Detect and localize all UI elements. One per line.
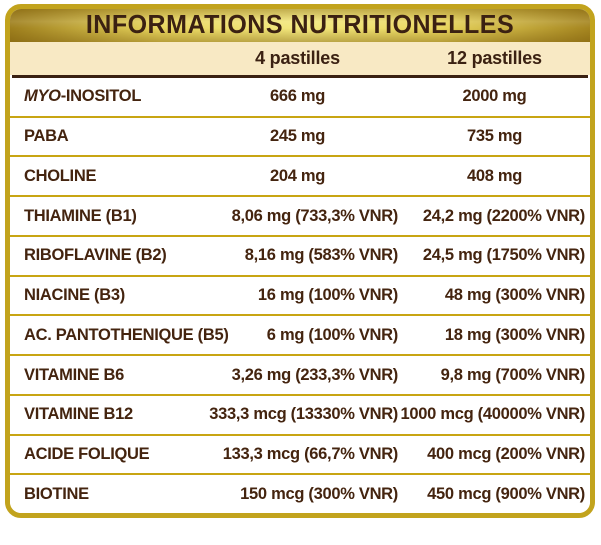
row-value-12-pastilles: 408 mg: [466, 166, 523, 185]
row-value-12-pastilles: 450 mcg (900% VNR): [427, 484, 585, 503]
table-row: NIACINE (B3) 16 mg (100% VNR) 48 mg (300% …: [10, 274, 590, 315]
table-row: VITAMINE B6 3,26 mg (233,3% VNR) 9,8 mg (7…: [10, 354, 590, 394]
column-header-row: 4 pastilles 12 pastilles: [10, 42, 590, 75]
row-value-12-pastilles: 48 mg (300% VNR): [444, 286, 585, 305]
row-value-12-pastilles: 9,8 mg (700% VNR): [440, 365, 586, 384]
panel-title: INFORMATIONS NUTRITIONELLES: [85, 10, 515, 40]
row-value-4-pastilles: 245 mg: [269, 127, 326, 146]
table-row: VITAMINE B12 333,3 mcg (13330% VNR) 1000 m…: [10, 393, 590, 434]
row-nutrient-name: THIAMINE (B1): [24, 206, 137, 225]
row-value-4-pastilles: 204 mg: [269, 166, 326, 185]
row-nutrient-name: NIACINE (B3): [24, 286, 125, 305]
row-nutrient-name: VITAMINE B6: [24, 365, 124, 384]
row-value-12-pastilles: 2000 mg: [462, 87, 527, 106]
row-value-4-pastilles: 8,06 mg (733,3% VNR): [231, 206, 399, 225]
row-value-12-pastilles: 18 mg (300% VNR): [444, 325, 585, 344]
row-value-4-pastilles: 333,3 mcg (13330% VNR): [209, 405, 398, 424]
row-nutrient-name: AC. PANTOTHENIQUE (B5): [24, 325, 229, 344]
row-nutrient-name: CHOLINE: [24, 166, 97, 185]
row-nutrient-name: VITAMINE B12: [24, 405, 133, 424]
row-value-12-pastilles: 1000 mcg (40000% VNR): [400, 405, 586, 424]
row-nutrient-name: ACIDE FOLIQUE: [24, 444, 150, 463]
row-value-12-pastilles: 24,5 mg (1750% VNR): [422, 246, 585, 265]
nutrient-name-italic-part: MYO: [24, 87, 61, 106]
row-value-4-pastilles: 150 mcg (300% VNR): [240, 484, 398, 503]
table-row: MYO-INOSITOL 666 mg 2000 mg: [10, 78, 590, 116]
row-value-12-pastilles: 24,2 mg (2200% VNR): [422, 206, 585, 225]
row-value-4-pastilles: 666 mg: [269, 87, 326, 106]
nutrition-facts-panel: INFORMATIONS NUTRITIONELLES 4 pastilles …: [5, 4, 595, 518]
row-value-4-pastilles: 133,3 mcg (66,7% VNR): [222, 444, 399, 463]
table-row: AC. PANTOTHENIQUE (B5) 6 mg (100% VNR) 18 …: [10, 314, 590, 354]
nutrition-table-body: MYO-INOSITOL 666 mg 2000 mg PABA 245 mg 735 m…: [10, 78, 590, 513]
column-header-12-pastilles: 12 pastilles: [447, 48, 542, 68]
header-divider: [12, 75, 588, 78]
row-nutrient-name: BIOTINE: [24, 484, 89, 503]
row-nutrient-name: MYO-INOSITOL: [24, 87, 142, 106]
title-band: INFORMATIONS NUTRITIONELLES: [10, 9, 590, 42]
row-value-12-pastilles: 400 mcg (200% VNR): [427, 444, 585, 463]
table-row: CHOLINE 204 mg 408 mg: [10, 155, 590, 195]
row-nutrient-name: RIBOFLAVINE (B2): [24, 246, 167, 265]
table-row: RIBOFLAVINE (B2) 8,16 mg (583% VNR) 24,5 m…: [10, 234, 590, 275]
row-value-4-pastilles: 6 mg (100% VNR): [266, 325, 399, 344]
row-value-4-pastilles: 3,26 mg (233,3% VNR): [231, 365, 399, 384]
row-value-4-pastilles: 16 mg (100% VNR): [257, 286, 398, 305]
table-row: PABA 245 mg 735 mg: [10, 115, 590, 156]
table-row: BIOTINE 150 mcg (300% VNR) 450 mcg (900% V…: [10, 473, 590, 513]
table-row: THIAMINE (B1) 8,06 mg (733,3% VNR) 24,2 mg…: [10, 195, 590, 235]
column-header-4-pastilles: 4 pastilles: [255, 48, 340, 68]
row-nutrient-name: PABA: [24, 127, 69, 146]
row-value-12-pastilles: 735 mg: [466, 127, 523, 146]
row-value-4-pastilles: 8,16 mg (583% VNR): [244, 246, 399, 265]
table-row: ACIDE FOLIQUE 133,3 mcg (66,7% VNR) 400 mc…: [10, 433, 590, 474]
